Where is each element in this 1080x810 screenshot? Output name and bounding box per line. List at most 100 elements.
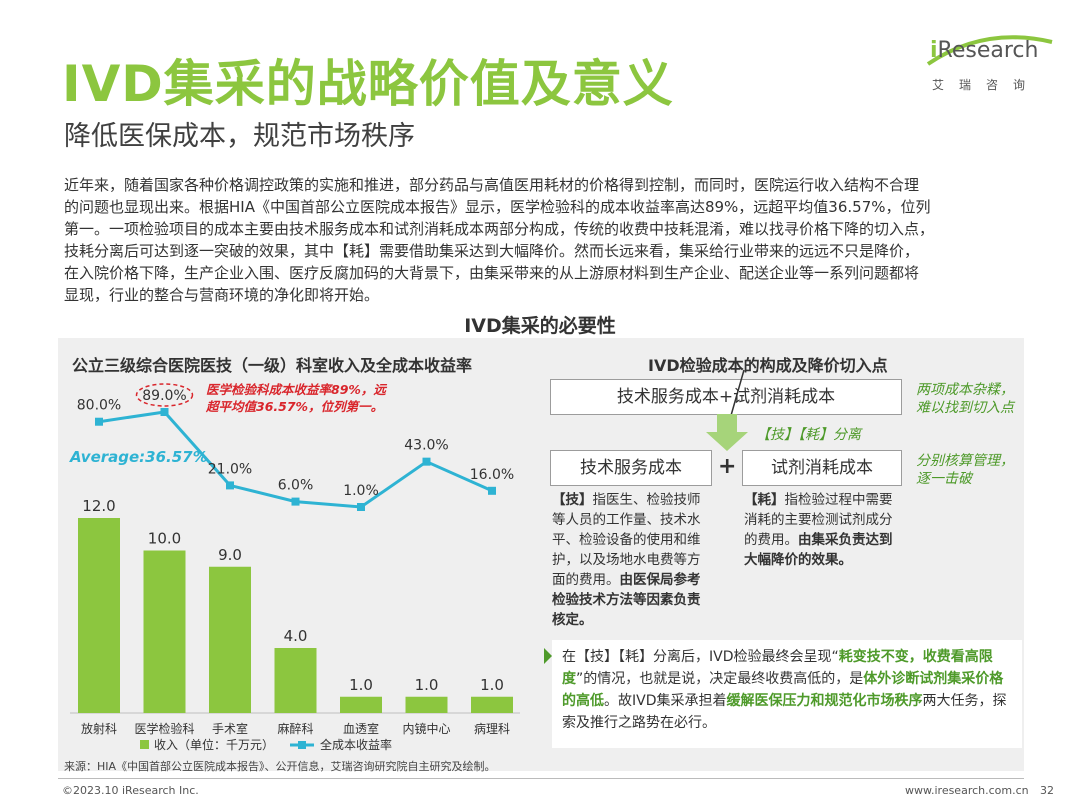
source-note: 来源：HIA《中国首部公立医院成本报告》、公开信息，艾瑞咨询研究院自主研究及绘制… bbox=[64, 760, 496, 773]
logo-swoosh-icon bbox=[926, 35, 1053, 66]
line-value-label: 21.0% bbox=[208, 461, 252, 477]
website-link[interactable]: www.iresearch.com.cn bbox=[905, 784, 1029, 797]
summary-bold-1: 耗变技不变，收费看高限度 bbox=[562, 649, 993, 687]
description-line: 的费用。由集采负责达到 bbox=[744, 532, 893, 548]
line-point bbox=[291, 497, 300, 506]
line-value-label: 89.0% bbox=[142, 388, 186, 404]
x-tick-label: 放射科 bbox=[81, 721, 117, 736]
bar-value-label: 1.0 bbox=[480, 676, 504, 694]
reagent-cost-label: 试剂消耗成本 bbox=[771, 458, 873, 478]
line-value-label: 80.0% bbox=[77, 398, 121, 414]
reagent-cost-box: 试剂消耗成本 bbox=[742, 450, 902, 486]
plus-sign: + bbox=[718, 454, 737, 479]
x-tick-label: 内镜中心 bbox=[402, 721, 450, 736]
description-line: 面的费用。由医保局参考 bbox=[552, 572, 701, 588]
top-note: 两项成本杂糅， 难以找到切入点 bbox=[916, 381, 1014, 417]
description-line: 【技】指医生、检验技师 bbox=[552, 492, 701, 508]
tech-cost-description: 【技】指医生、检验技师 等人员的工作量、技术水 平、检验设备的使用和维 护，以及场地水… bbox=[552, 490, 722, 630]
annotation-text: 医学检验科成本收益率89%，远 bbox=[206, 382, 387, 397]
line-point bbox=[160, 408, 169, 416]
description-line: 大幅降价的效果。 bbox=[744, 552, 852, 568]
page-title: IVD集采的战略价值及意义 bbox=[62, 55, 674, 113]
bar-value-label: 4.0 bbox=[284, 627, 308, 645]
bar bbox=[274, 648, 317, 713]
average-label: Average:36.57% bbox=[69, 448, 208, 466]
x-tick-label: 血透室 bbox=[343, 721, 379, 736]
line-point bbox=[422, 457, 431, 466]
right-note: 分别核算管理， 逐一击破 bbox=[916, 452, 1014, 488]
intro-line: 第一。一项检验项目的成本主要由技术服务成本和试剂消耗成本两部分构成，传统的收费中… bbox=[64, 220, 935, 238]
line-point bbox=[226, 481, 234, 490]
x-tick-label: 医学检验科 bbox=[134, 721, 194, 736]
bar-value-label: 1.0 bbox=[415, 676, 439, 694]
description-line: 等人员的工作量、技术水 bbox=[552, 512, 701, 528]
intro-line: 在入院价格下降，生产企业入围、医疗反腐加码的大背景下，由集采带来的从上游原材料到… bbox=[64, 264, 920, 282]
revenue-return-chart: 12.0 放射科 10.0 医学检验科 9.0 手术室 4.0 麻醉科 1.0 血透室 1.0 内镜中… bbox=[69, 382, 520, 752]
bullet-arrow-icon bbox=[544, 648, 552, 664]
intro-paragraph: 近年来，随着国家各种价格调控政策的实施和推进，部分药品与高值医用耗材的价格得到控… bbox=[64, 174, 1024, 306]
summary-part-3: 。故IVD集采承担着 bbox=[604, 693, 727, 709]
description-line: 消耗的主要检测试剂成分 bbox=[744, 512, 893, 528]
combined-cost-box: 技术服务成本+试剂消耗成本 bbox=[550, 379, 902, 415]
split-label: 【技】【耗】分离 bbox=[756, 427, 861, 443]
reagent-cost-description: 【耗】指检验过程中需要 消耗的主要检测试剂成分 的费用。由集采负责达到 大幅降价的效果… bbox=[744, 490, 914, 570]
x-tick-label: 病理科 bbox=[474, 721, 510, 736]
legend-line-marker bbox=[298, 741, 306, 749]
summary-text: 在【技】【耗】分离后，IVD检验最终会呈现“耗变技不变，收费看高限度”的情况，也… bbox=[562, 646, 1017, 734]
bar bbox=[340, 696, 382, 713]
logo-brand-text: iResearch bbox=[930, 38, 1039, 63]
note-line: 逐一击破 bbox=[916, 471, 972, 487]
description-line: 【耗】指检验过程中需要 bbox=[744, 492, 893, 508]
page-number: 32 bbox=[1040, 784, 1054, 797]
tech-cost-box: 技术服务成本 bbox=[550, 450, 712, 486]
copyright: ©2023.10 iResearch Inc. bbox=[62, 784, 199, 797]
bar bbox=[209, 566, 251, 713]
note-line: 分别核算管理， bbox=[916, 453, 1014, 469]
intro-line: 技耗分离后可达到逐一突破的效果，其中【耗】需要借助集采达到大幅降价。然而长远来看… bbox=[64, 242, 920, 260]
page-subtitle: 降低医保成本，规范市场秩序 bbox=[64, 121, 415, 152]
bar bbox=[471, 696, 513, 713]
summary-part-2: ”的情况，也就是说，决定最终收费高低的，是 bbox=[576, 671, 864, 687]
summary-part-1: 在【技】【耗】分离后，IVD检验最终会呈现“ bbox=[562, 649, 839, 665]
note-line: 难以找到切入点 bbox=[916, 400, 1014, 416]
line-point bbox=[357, 503, 365, 511]
description-line: 平、检验设备的使用和维 bbox=[552, 532, 701, 548]
x-tick-label: 手术室 bbox=[212, 721, 248, 736]
intro-line: 的问题也显现出来。根据HIA《中国首部公立医院成本报告》显示，医学检验科的成本收… bbox=[64, 198, 931, 216]
logo-cn-text: 艾瑞咨询 bbox=[932, 78, 1041, 92]
note-line: 两项成本杂糅， bbox=[916, 382, 1014, 398]
legend-bar-label: 收入（单位：千万元） bbox=[154, 737, 274, 752]
intro-line: 近年来，随着国家各种价格调控政策的实施和推进，部分药品与高值医用耗材的价格得到控… bbox=[64, 176, 920, 194]
bar-value-label: 1.0 bbox=[349, 676, 373, 694]
description-line: 护，以及场地水电费等方 bbox=[552, 552, 701, 568]
summary-bold-3: 缓解医保压力和规范化市场秩序 bbox=[726, 693, 923, 709]
description-line: 核定。 bbox=[552, 612, 593, 628]
cost-structure-title: IVD检验成本的构成及降价切入点 bbox=[648, 356, 888, 375]
footer-divider bbox=[58, 778, 1024, 779]
annotation-text: 超平均值36.57%，位列第一。 bbox=[205, 399, 383, 414]
bar bbox=[405, 696, 448, 713]
bar bbox=[78, 518, 120, 713]
down-arrow-icon bbox=[706, 414, 748, 451]
x-tick-label: 麻醉科 bbox=[277, 721, 313, 736]
bar bbox=[143, 550, 186, 713]
line-value-label: 6.0% bbox=[278, 478, 314, 494]
line-value-label: 16.0% bbox=[470, 467, 514, 483]
description-line: 检验技术方法等因素负责 bbox=[552, 592, 701, 608]
summary-part-4: 两大任务，探索及推行之路势在必行。 bbox=[562, 693, 1007, 731]
bar-value-label: 9.0 bbox=[218, 546, 242, 564]
combined-cost-label: 技术服务成本+试剂消耗成本 bbox=[616, 387, 836, 407]
section-title: IVD集采的必要性 bbox=[464, 315, 616, 337]
line-point bbox=[488, 486, 496, 495]
line-point bbox=[95, 417, 103, 426]
legend-bar-swatch bbox=[140, 740, 149, 749]
legend-line-label: 全成本收益率 bbox=[320, 737, 392, 752]
tech-cost-label: 技术服务成本 bbox=[580, 458, 682, 478]
intro-line: 显现，行业的整合与营商环境的净化即将开始。 bbox=[64, 286, 380, 304]
summary-box: 在【技】【耗】分离后，IVD检验最终会呈现“耗变技不变，收费看高限度”的情况，也… bbox=[544, 640, 1022, 748]
highlight-ellipse bbox=[135, 383, 194, 407]
line-value-label: 43.0% bbox=[404, 438, 448, 454]
line-value-label: 1.0% bbox=[343, 483, 379, 499]
summary-bold-2: 体外诊断试剂集采价格的高低 bbox=[562, 671, 1004, 709]
iresearch-logo: iResearch 艾瑞咨询 bbox=[926, 35, 1053, 94]
